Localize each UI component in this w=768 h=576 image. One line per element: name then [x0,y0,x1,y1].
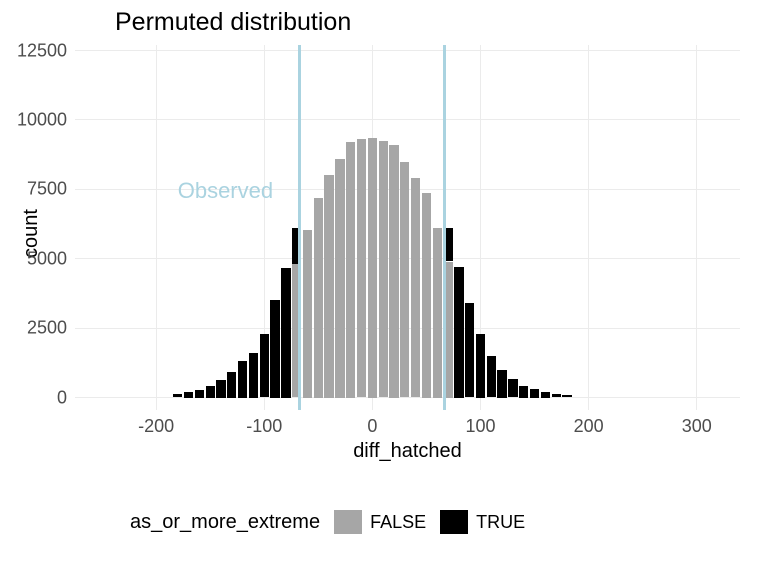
histogram-bar [465,303,474,397]
x-tick-label: 100 [465,416,495,437]
legend-swatch [440,510,468,534]
grid-h [75,119,740,120]
y-tick-label: 7500 [27,179,67,200]
histogram-bar [346,142,355,397]
histogram-bar [324,175,333,397]
histogram-bar [335,159,344,398]
y-tick-label: 12500 [17,40,67,61]
x-axis-title: diff_hatched [353,440,462,463]
histogram-bar [260,334,269,398]
histogram-bar [389,145,398,398]
histogram-bar [519,386,528,398]
histogram-bar [173,394,182,398]
histogram-bar [530,389,539,397]
y-tick-label: 5000 [27,248,67,269]
histogram-bar [227,372,236,398]
y-tick-label: 0 [57,387,67,408]
chart-title: Permuted distribution [115,8,351,37]
histogram-bar [497,370,506,398]
histogram-bar [562,395,571,397]
histogram-bar [487,356,496,398]
x-tick-label: 300 [682,416,712,437]
y-tick-label: 10000 [17,109,67,130]
grid-v [588,45,589,410]
histogram-bar [206,386,215,398]
histogram-bar [368,138,377,398]
legend-label: FALSE [370,512,426,533]
histogram-bar [357,139,366,397]
histogram-bar [454,267,463,397]
x-tick-label: -100 [246,416,282,437]
legend-item: TRUE [440,510,525,534]
histogram-bar [400,162,409,398]
x-tick-label: 0 [367,416,377,437]
y-tick-label: 2500 [27,318,67,339]
x-tick-label: 200 [574,416,604,437]
histogram-bar [249,353,258,397]
histogram-bar [541,392,550,398]
histogram-bar [508,379,517,397]
histogram-bar [476,334,485,397]
histogram-bar [422,193,431,398]
histogram-bar [238,361,247,397]
legend-title: as_or_more_extreme [130,511,320,534]
histogram-bar [314,198,323,398]
grid-v [156,45,157,410]
legend-label: TRUE [476,512,525,533]
histogram-bar [195,390,204,398]
histogram-bar [303,230,312,398]
histogram-bar [270,300,279,397]
histogram-bar [379,141,388,398]
histogram-bar [552,394,561,398]
histogram-bar [411,178,420,397]
grid-v [696,45,697,410]
histogram-bar [184,392,193,398]
legend-item: FALSE [334,510,426,534]
grid-h [75,50,740,51]
histogram-bar [433,228,442,397]
chart-stage: Permuted distribution count Observed dif… [0,0,768,576]
histogram-bar [281,268,290,397]
legend: as_or_more_extreme FALSE TRUE [130,510,525,534]
legend-swatch [334,510,362,534]
histogram-bar [216,380,225,397]
observed-label: Observed [178,178,273,204]
observed-line [443,45,446,410]
observed-line [298,45,301,410]
x-tick-label: -200 [138,416,174,437]
plot-panel: Observed [75,45,740,410]
